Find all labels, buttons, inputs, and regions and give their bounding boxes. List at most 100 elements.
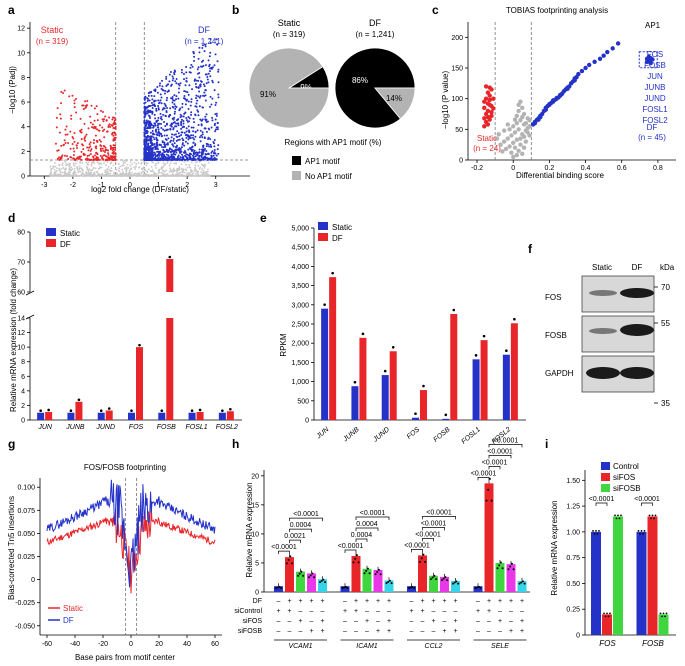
a-point-df [214,113,217,116]
c-df-n: (n = 45) [638,133,666,142]
a-point-ns [146,162,149,165]
a-point-df [208,63,211,66]
h-bracket [488,444,523,448]
h-bracket [422,538,434,542]
a-point-df [188,117,191,120]
a-point-ns [67,173,70,176]
a-point-df [176,148,179,151]
d-ytick-label: 4 [21,388,25,395]
a-point-df [175,151,178,154]
c-point-ns [518,99,523,104]
c-point-ns [521,145,527,150]
a-point-ns [89,169,92,172]
a-point-ns [125,169,128,171]
panel-label-e: e [260,211,267,225]
a-point-ns [195,169,198,172]
c-ap1-gene: FOSL2 [642,116,668,125]
f-kda-70: 70 [661,283,670,292]
g-ytick-label: 0.075 [17,508,35,515]
a-point-ns [81,161,84,164]
a-point-df [182,73,185,76]
a-point-df [176,118,179,121]
h-point [298,572,301,575]
h-condition-mark: – [310,608,314,615]
a-point-ns [79,174,82,177]
d-point [198,408,202,412]
a-point-static [108,116,111,119]
a-point-static [104,115,107,118]
a-point-static [82,148,85,151]
h-condition-mark: + [354,598,358,605]
a-point-ns [189,166,192,169]
h-point [319,581,321,584]
a-point-df [192,117,195,120]
a-point-df [215,126,218,129]
a-point-df [153,113,156,116]
h-condition-mark: + [320,598,324,605]
h-point [419,560,421,563]
a-point-df [197,57,200,60]
h-condition-mark: + [409,608,413,615]
a-point-df [211,97,214,100]
h-condition-mark: – [354,618,358,625]
a-point-df [169,128,172,131]
h-condition-label: siFOS [243,618,263,625]
a-point-ns [162,162,165,165]
a-point-df [148,126,151,129]
a-point-df [194,155,197,158]
a-point-df [181,137,184,140]
a-point-df [207,136,210,139]
a-point-ns [61,162,64,165]
d-bar-break [165,296,175,314]
d-point [69,409,73,413]
a-point-df [157,104,160,107]
h-point [280,587,283,590]
h-point [300,570,303,573]
a-point-df [214,130,217,133]
a-point-ns [50,171,53,174]
a-point-df [146,99,149,102]
e-ytick-label: 3,500 [291,283,309,290]
a-point-ns [203,171,206,174]
a-point-ns [74,162,77,165]
h-condition-mark: – [454,608,458,615]
a-point-df [207,59,210,62]
h-bar [362,568,372,592]
a-point-ns [166,173,169,175]
a-point-df [204,89,207,92]
a-point-df [169,124,172,127]
i-point [618,517,621,520]
h-pvalue: 0.0004 [290,522,312,529]
panel-label-b: b [232,3,239,17]
a-point-ns [122,170,124,173]
a-point-ns [194,172,197,175]
a-point-ns [143,173,145,176]
a-point-static [92,158,95,161]
a-point-df [182,139,185,142]
a-point-df [216,43,219,46]
a-point-ns [96,170,99,173]
e-category-label: JUNB [341,426,361,444]
h-condition-mark: – [432,608,436,615]
a-point-static [93,119,96,122]
a-point-static [94,126,97,129]
a-point-ns [63,171,66,173]
h-condition-mark: + [487,608,491,615]
a-point-df [149,147,152,150]
a-point-df [151,107,154,110]
a-point-ns [175,171,178,173]
h-condition-mark: + [309,598,313,605]
a-point-df [150,102,153,105]
a-point-static [68,95,71,98]
e-bar [389,351,397,420]
c-ap1-gene: FOSL1 [642,105,668,114]
a-point-static [64,133,67,136]
a-point-static [105,155,108,158]
a-point-static [112,146,115,149]
a-point-ns [132,174,135,177]
a-point-ns [191,173,194,176]
a-point-ns [200,163,203,166]
a-point-ns [80,167,83,170]
a-point-static [87,127,90,130]
h-point [488,477,491,480]
